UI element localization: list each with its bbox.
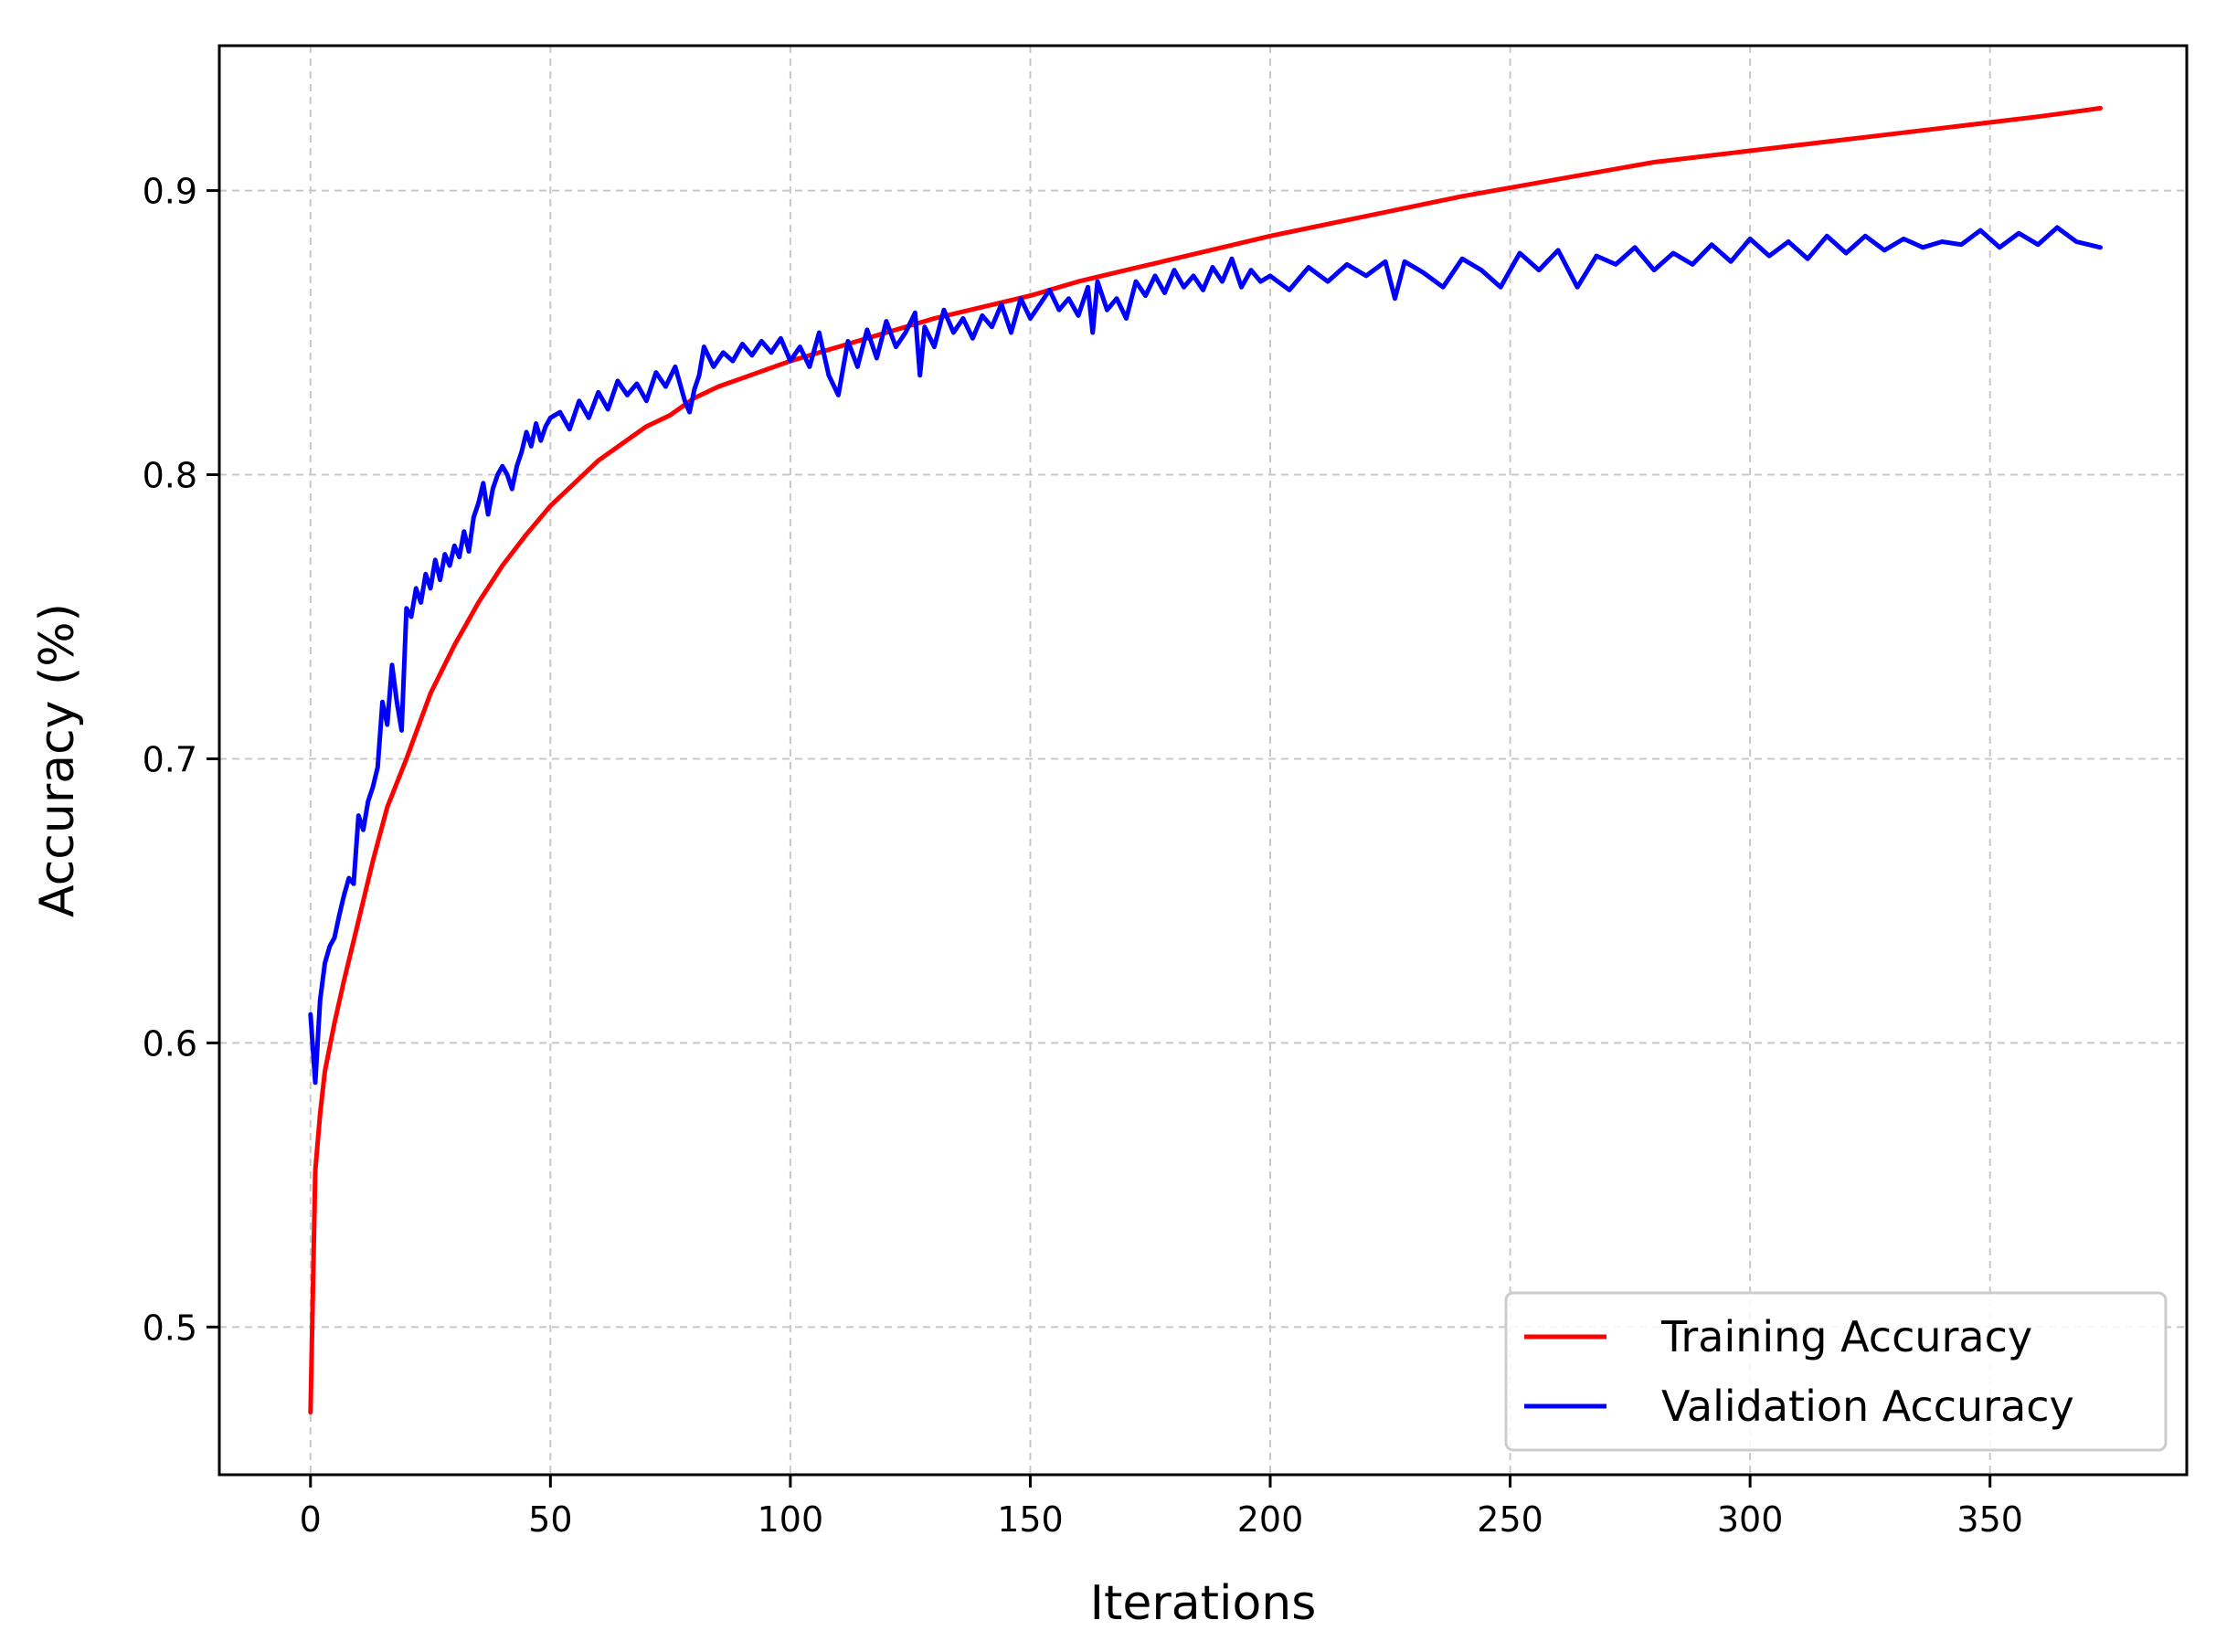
plot-frame — [217, 44, 2189, 1477]
x-axis-label: Iterations — [1090, 1576, 1317, 1631]
y-tick-label: 0.6 — [143, 1023, 197, 1064]
y-tick-label: 0.7 — [143, 739, 197, 779]
x-tick-label: 350 — [1956, 1499, 2023, 1540]
y-axis-label: Accuracy (%) — [30, 603, 85, 917]
x-tick-label: 250 — [1477, 1499, 1543, 1540]
x-tick-label: 100 — [758, 1499, 824, 1540]
series-line-validation — [308, 225, 2103, 1085]
legend-box — [1504, 1291, 2168, 1452]
x-tick-label: 150 — [997, 1499, 1064, 1540]
ticks: 0 50 100 150 200 250 300 350 0.5 0.6 0.7 0.8 0.9 — [143, 172, 2023, 1540]
x-tick-label: 300 — [1717, 1499, 1784, 1540]
y-tick-label: 0.5 — [143, 1308, 197, 1348]
x-tick-label: 200 — [1237, 1499, 1304, 1540]
x-tick-label: 50 — [528, 1499, 572, 1540]
legend-label-training: Training Accuracy — [1660, 1312, 2032, 1361]
x-tick-label: 0 — [300, 1499, 322, 1540]
series-layer — [308, 105, 2103, 1415]
y-tick-label: 0.9 — [143, 172, 197, 212]
legend: Training Accuracy Validation Accuracy — [1504, 1291, 2168, 1452]
legend-label-validation: Validation Accuracy — [1661, 1382, 2074, 1431]
series-line-training — [308, 105, 2103, 1415]
y-tick-label: 0.8 — [143, 456, 197, 496]
